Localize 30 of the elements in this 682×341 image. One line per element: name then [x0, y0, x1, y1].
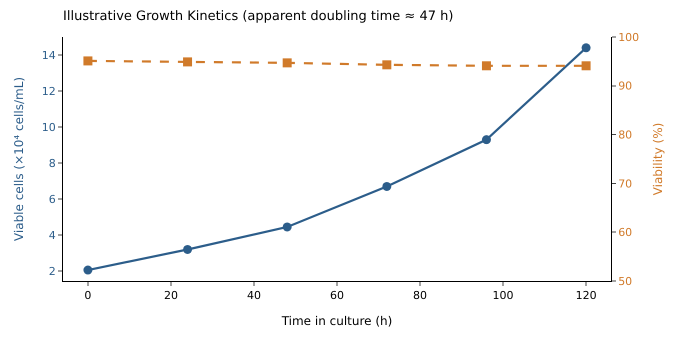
chart-title: Illustrative Growth Kinetics (apparent doubling time ≈ 47 h) — [63, 8, 454, 24]
y2-tick-label: 90 — [618, 80, 632, 93]
x-tick-label: 20 — [164, 289, 178, 302]
x-tick-label: 120 — [576, 289, 597, 302]
y-tick-label: 14 — [42, 48, 56, 62]
y-tick-label: 8 — [48, 156, 56, 170]
x-tick-label: 40 — [246, 289, 261, 302]
y2-tick-label: 50 — [618, 274, 632, 288]
y-tick-label: 2 — [48, 264, 56, 278]
y2-tick-label: 70 — [618, 177, 632, 190]
y-tick-label: 6 — [48, 192, 56, 206]
y2-tick-label: 100 — [618, 30, 640, 44]
y2-tick-label: 80 — [618, 128, 632, 142]
point — [382, 182, 392, 191]
point — [183, 244, 192, 254]
x-tick-label: 60 — [330, 289, 344, 302]
y-tick-label: 12 — [42, 84, 56, 98]
y-tick-label: 4 — [48, 228, 56, 242]
point — [582, 43, 591, 52]
y2-tick-label: 60 — [618, 226, 632, 240]
x-tick-label: 0 — [84, 289, 92, 302]
point — [482, 135, 491, 144]
y-tick-label: 10 — [42, 120, 56, 134]
point — [83, 266, 92, 275]
y-axis-title: Viable cells (×10⁴ cells/mL) — [12, 76, 26, 242]
y2-axis-title: Viability (%) — [651, 122, 666, 196]
x-tick-label: 100 — [492, 289, 514, 302]
point — [282, 222, 292, 232]
x-axis-title: Time in culture (h) — [280, 314, 392, 328]
x-tick-label: 80 — [413, 289, 428, 302]
